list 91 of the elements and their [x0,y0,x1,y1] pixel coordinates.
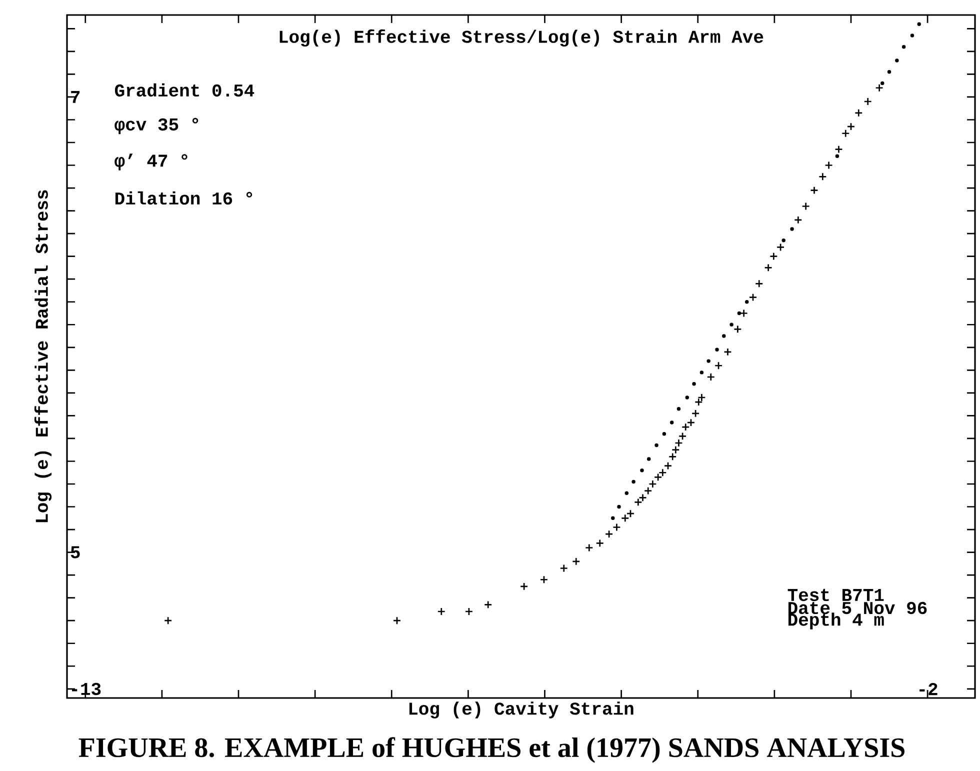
point [698,393,706,402]
point [686,418,696,427]
point [596,539,604,548]
point [638,494,647,502]
point [624,491,629,495]
point [617,504,621,509]
point [668,452,677,461]
point [846,122,856,131]
point [834,145,843,154]
point [611,516,615,520]
point [164,616,172,625]
point [572,557,580,566]
point [634,498,642,506]
point [560,564,568,572]
point [794,216,802,224]
point [691,409,700,418]
point [754,280,764,288]
point [715,348,719,352]
point [782,238,786,242]
point [875,84,884,92]
point [658,468,667,477]
point [678,432,687,440]
point [700,370,704,374]
point [835,154,840,158]
point [484,600,492,609]
point [706,359,710,363]
point [737,311,742,316]
y-axis-title: Log (e) Effective Radial Stress [34,190,52,522]
point [676,407,681,411]
point [748,293,758,302]
point [654,443,658,448]
point [540,575,548,584]
point [612,523,621,532]
point [674,438,683,448]
point [670,420,674,424]
point [644,486,652,495]
point [520,582,528,591]
caption: FIGURE 8. EXAMPLE of HUGHES et al (1977) SANDS ANALYSIS [78,737,904,763]
point [685,396,690,400]
annotation: Gradient 0.54 [114,83,254,97]
point [790,227,794,231]
point [437,607,446,616]
point [640,468,644,472]
point [902,45,906,49]
annotation: Test B7T1 [788,588,884,602]
point [764,264,772,272]
point [854,108,863,118]
annotation: φcv 35 ° [114,118,198,134]
x-axis-title: Log (e) Cavity Strain [409,702,634,718]
point [681,422,690,432]
point [464,607,474,616]
point [776,243,785,252]
point [770,252,778,260]
point [692,382,696,386]
text: Log(e) Effective Stress/Log(e) Strain Arm Ave [280,29,764,47]
point [841,129,850,138]
point [714,361,723,370]
point [672,446,680,454]
point [626,509,635,518]
point [620,514,630,522]
point [722,334,726,338]
point [917,22,921,26]
point [887,70,892,74]
point [646,457,651,461]
point [895,58,899,62]
y-tick-label: 7 [71,91,80,103]
point [824,161,833,170]
point [604,530,614,538]
point [744,300,749,304]
point [662,432,666,436]
point [654,473,662,482]
point [880,81,884,86]
point [864,97,872,106]
y-tick-label: 5 [70,546,80,558]
point [818,172,827,181]
point [632,480,636,484]
point [706,372,716,382]
annotation: φ’ 47 ° [114,154,188,170]
annotation: Dilation 16 ° [115,191,252,205]
point [802,202,810,210]
point [730,322,734,326]
point [734,325,742,334]
point [694,398,703,406]
x-tick-label: -2 [920,683,938,696]
point [724,348,732,356]
point [910,34,914,38]
point [810,186,818,194]
point [585,544,594,552]
point [664,462,672,470]
point [648,480,657,488]
point [392,616,402,625]
